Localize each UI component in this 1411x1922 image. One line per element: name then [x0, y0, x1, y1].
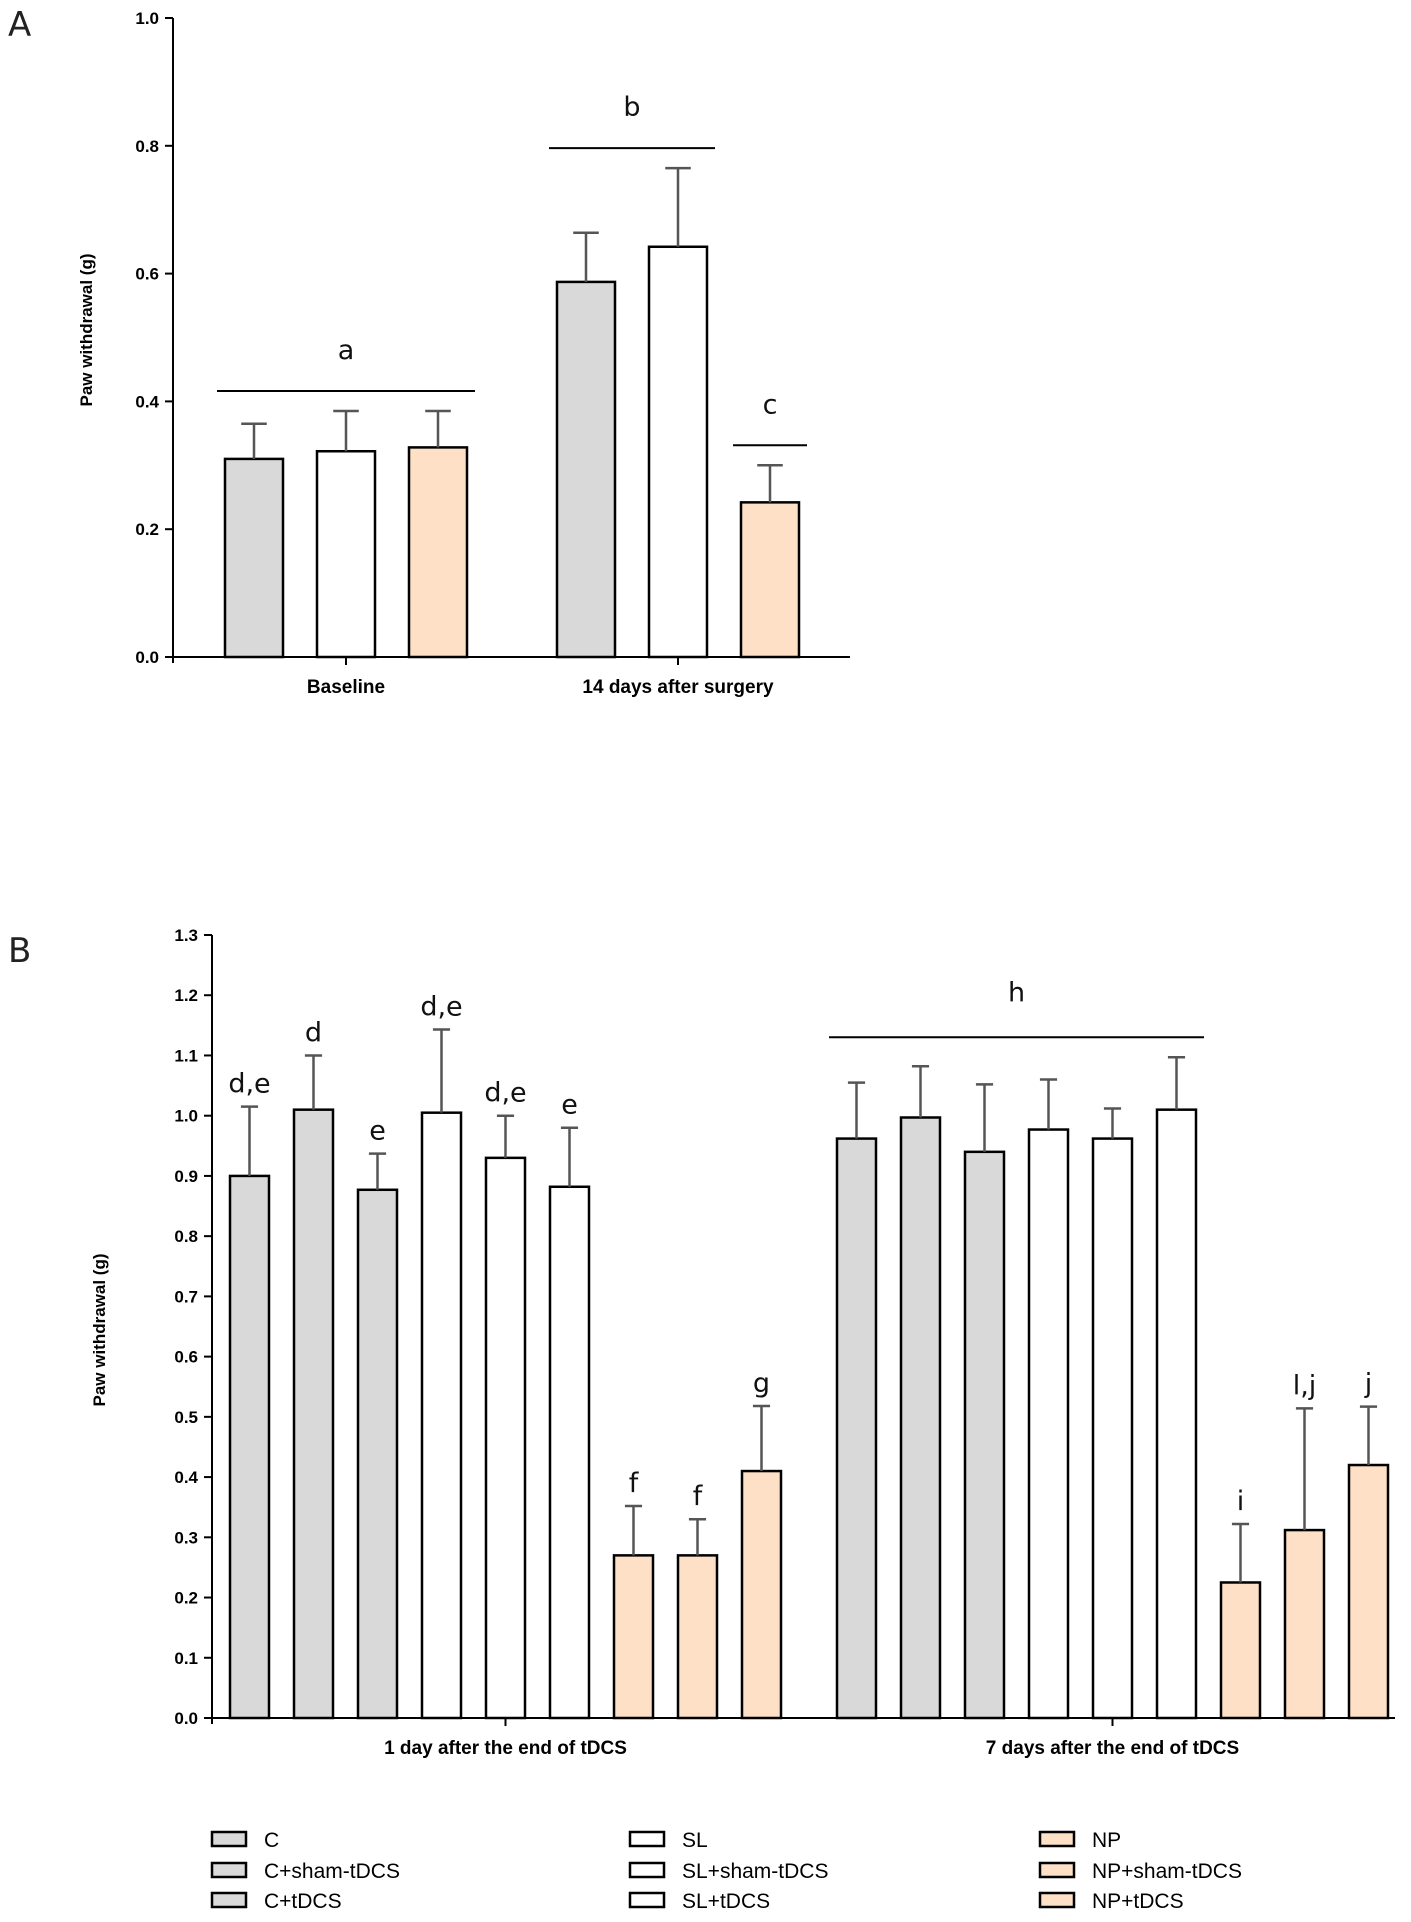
- panel-a-y-tick-label: 0.2: [135, 520, 159, 539]
- panel-a-y-axis-label: Paw withdrawal (g): [77, 253, 96, 406]
- panel-b-bar: [1155, 1108, 1198, 1720]
- panel-a-category-label: 14 days after surgery: [582, 677, 774, 698]
- panel-b-label: B: [8, 931, 31, 971]
- panel-a-label: A: [8, 5, 31, 45]
- panel-b-y-tick-label: 0.4: [174, 1468, 198, 1487]
- panel-b-y-tick-label: 0.5: [174, 1408, 198, 1427]
- panel-b-bar: [356, 1188, 399, 1720]
- panel-b-significance-letter: h: [1008, 977, 1025, 1008]
- panel-b-significance-letter: d,e: [484, 1078, 526, 1109]
- legend-swatch: [1038, 1861, 1076, 1879]
- panel-a-bar: [223, 457, 285, 659]
- panel-b-significance-letter: e: [561, 1090, 578, 1121]
- panel-b-significance-letter: d: [305, 1017, 322, 1048]
- panel-b-bar: [1091, 1137, 1134, 1720]
- legend-swatch: [628, 1891, 666, 1909]
- panel-a-significance-letter: a: [338, 335, 355, 366]
- panel-b-significance-letter: d,e: [420, 992, 462, 1023]
- panel-a-bar: [555, 280, 617, 659]
- panel-b-bar: [1219, 1581, 1262, 1720]
- legend-swatch: [210, 1891, 248, 1909]
- panel-a-y-tick-label: 0.8: [135, 137, 159, 156]
- panel-a-bar: [739, 501, 801, 659]
- panel-a-significance-letter: b: [623, 92, 640, 123]
- legend-swatch: [1038, 1891, 1076, 1909]
- panel-b-bar: [612, 1554, 655, 1720]
- panel-b-bar: [548, 1185, 591, 1720]
- panel-a-y-tick-label: 0.0: [135, 648, 159, 667]
- panel-b-bar: [484, 1156, 527, 1720]
- panel-b-category-label: 7 days after the end of tDCS: [986, 1738, 1239, 1759]
- panel-b-y-tick-label: 1.3: [174, 926, 198, 945]
- panel-b-category-label: 1 day after the end of tDCS: [384, 1738, 627, 1759]
- panel-b-significance-letter: e: [369, 1116, 386, 1147]
- panel-a-bar: [647, 245, 709, 659]
- panel-a-y-tick-label: 0.4: [135, 392, 159, 411]
- panel-b-bar: [228, 1174, 271, 1720]
- legend-label: C+tDCS: [264, 1890, 342, 1913]
- panel-b-bar: [1027, 1128, 1070, 1720]
- panel-b-y-tick-label: 0.0: [174, 1709, 198, 1728]
- panel-b-bar: [835, 1137, 878, 1720]
- panel-b-y-tick-label: 0.8: [174, 1227, 198, 1246]
- legend-label: NP+sham-tDCS: [1092, 1860, 1242, 1883]
- panel-b-y-tick-label: 0.1: [174, 1649, 198, 1668]
- panel-b-significance-letter: d,e: [228, 1069, 270, 1100]
- panel-b-bar: [292, 1108, 335, 1720]
- legend-swatch: [1038, 1830, 1076, 1848]
- legend-swatch: [628, 1861, 666, 1879]
- panel-b-significance-letter: f: [629, 1468, 640, 1499]
- panel-b-y-tick-label: 0.7: [174, 1287, 198, 1306]
- legend-label: SL+tDCS: [682, 1890, 770, 1913]
- legend-label: SL+sham-tDCS: [682, 1860, 828, 1883]
- panel-b-y-axis-label: Paw withdrawal (g): [90, 1253, 109, 1406]
- legend-label: NP: [1092, 1829, 1121, 1852]
- legend-swatch: [210, 1830, 248, 1848]
- panel-b-bar: [963, 1150, 1006, 1720]
- panel-b-significance-letter: f: [693, 1481, 704, 1512]
- panel-a-significance-letter: c: [763, 389, 778, 420]
- legend-swatch: [628, 1830, 666, 1848]
- panel-b-y-tick-label: 0.2: [174, 1589, 198, 1608]
- panel-b-y-tick-label: 0.6: [174, 1348, 198, 1367]
- panel-b-y-tick-label: 1.0: [174, 1107, 198, 1126]
- panel-a-category-label: Baseline: [307, 677, 385, 698]
- legend-label: NP+tDCS: [1092, 1890, 1184, 1913]
- panel-a-y-tick-label: 1.0: [135, 9, 159, 28]
- legend-label: C: [264, 1829, 279, 1852]
- panel-b-significance-letter: l,j: [1293, 1370, 1317, 1401]
- panel-b-y-tick-label: 0.3: [174, 1528, 198, 1547]
- panel-b-y-tick-label: 0.9: [174, 1167, 198, 1186]
- panel-b-significance-letter: g: [753, 1368, 770, 1399]
- legend-swatch: [210, 1861, 248, 1879]
- panel-b-bar: [420, 1111, 463, 1720]
- panel-a-y-tick-label: 0.6: [135, 265, 159, 284]
- panel-b-significance-letter: i: [1237, 1486, 1245, 1517]
- panel-b-y-tick-label: 1.2: [174, 986, 198, 1005]
- legend-label: SL: [682, 1829, 708, 1852]
- panel-b-bar: [676, 1554, 719, 1720]
- legend-label: C+sham-tDCS: [264, 1860, 400, 1883]
- panel-b-bar: [1283, 1528, 1326, 1720]
- panel-b-y-tick-label: 1.1: [174, 1046, 198, 1065]
- panel-b-bar: [899, 1116, 942, 1720]
- panel-a-bar: [407, 446, 469, 659]
- panel-b-bar: [740, 1469, 783, 1720]
- panel-b-significance-letter: j: [1364, 1369, 1373, 1400]
- panel-b-bar: [1347, 1463, 1390, 1720]
- panel-a-bar: [315, 449, 377, 659]
